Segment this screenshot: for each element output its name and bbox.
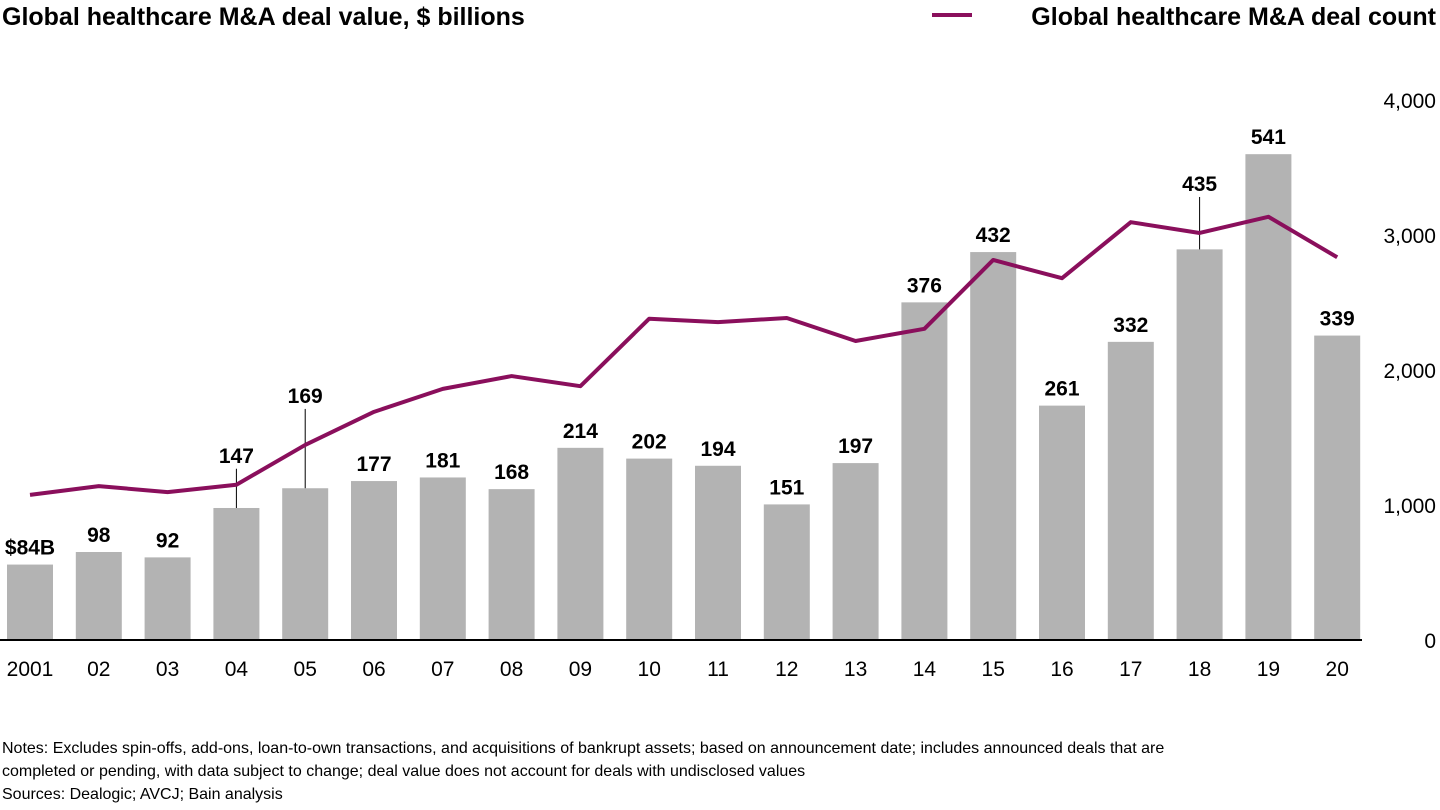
x-tick-03: 03 xyxy=(156,658,179,681)
bar-label-17: 332 xyxy=(1113,314,1148,337)
bar-10 xyxy=(626,458,673,640)
notes-line-2: completed or pending, with data subject … xyxy=(2,763,805,780)
bar-20 xyxy=(1314,335,1361,640)
x-tick-20: 20 xyxy=(1326,658,1349,681)
bar-12 xyxy=(763,504,810,640)
x-tick-07: 07 xyxy=(431,658,454,681)
bar-label-15: 432 xyxy=(976,224,1011,247)
bar-14 xyxy=(901,302,948,640)
y-tick-3,000: 3,000 xyxy=(1383,225,1436,248)
bar-label-07: 181 xyxy=(425,449,460,472)
x-tick-10: 10 xyxy=(638,658,661,681)
bar-label-08: 168 xyxy=(494,461,529,484)
bar-label-09: 214 xyxy=(563,420,598,443)
x-tick-05: 05 xyxy=(294,658,317,681)
bar-label-13: 197 xyxy=(838,435,873,458)
bar-11 xyxy=(695,465,741,640)
x-tick-06: 06 xyxy=(362,658,385,681)
bar-06 xyxy=(351,481,397,640)
bar-label-11: 194 xyxy=(700,438,735,461)
chart-title: Global healthcare M&A deal value, $ bill… xyxy=(2,3,525,31)
bar-07 xyxy=(419,477,466,640)
bar-label-19: 541 xyxy=(1251,126,1286,149)
bar-label-16: 261 xyxy=(1044,378,1079,401)
x-tick-08: 08 xyxy=(500,658,523,681)
bar-03 xyxy=(144,557,191,640)
bar-label-03: 92 xyxy=(156,529,179,552)
x-tick-16: 16 xyxy=(1050,658,1073,681)
bar-19 xyxy=(1245,154,1292,640)
bar-16 xyxy=(1039,405,1085,640)
x-tick-11: 11 xyxy=(707,658,729,681)
x-tick-13: 13 xyxy=(844,658,867,681)
bar-label-06: 177 xyxy=(356,453,391,476)
x-tick-04: 04 xyxy=(225,658,249,681)
bar-label-04: 147 xyxy=(219,445,254,468)
legend: Global healthcare M&A deal count xyxy=(932,3,1437,31)
bar-18 xyxy=(1176,249,1223,640)
deal-count-line xyxy=(29,214,1339,497)
y-tick-2,000: 2,000 xyxy=(1383,360,1436,383)
y-tick-4,000: 4,000 xyxy=(1383,90,1436,113)
x-tick-2001: 2001 xyxy=(7,658,54,681)
x-tick-14: 14 xyxy=(913,658,937,681)
legend-label: Global healthcare M&A deal count xyxy=(1031,3,1436,31)
bar-label-2001: $84B xyxy=(5,537,55,560)
sources: Sources: Dealogic; AVCJ; Bain analysis xyxy=(2,786,283,803)
bar-label-10: 202 xyxy=(632,431,667,454)
bar-label-02: 98 xyxy=(87,524,111,547)
x-tick-15: 15 xyxy=(982,658,1005,681)
bar-2001 xyxy=(7,564,53,640)
bar-02 xyxy=(75,551,122,640)
bar-13 xyxy=(832,463,879,640)
bar-label-20: 339 xyxy=(1320,308,1355,331)
notes-line-1: Notes: Excludes spin-offs, add-ons, loan… xyxy=(2,740,1164,757)
bar-label-12: 151 xyxy=(769,476,804,499)
x-tick-09: 09 xyxy=(569,658,592,681)
bar-15 xyxy=(970,252,1017,640)
bar-17 xyxy=(1107,341,1154,640)
bar-label-05: 169 xyxy=(288,385,323,408)
x-tick-17: 17 xyxy=(1119,658,1142,681)
x-tick-19: 19 xyxy=(1257,658,1280,681)
bar-label-14: 376 xyxy=(907,274,942,297)
bar-05 xyxy=(282,488,329,640)
x-tick-02: 02 xyxy=(87,658,110,681)
bar-08 xyxy=(488,489,535,640)
bar-09 xyxy=(557,447,604,640)
x-tick-12: 12 xyxy=(775,658,798,681)
y-tick-0: 0 xyxy=(1424,630,1436,653)
bar-label-18: 435 xyxy=(1182,173,1217,196)
y-tick-1,000: 1,000 xyxy=(1383,495,1436,518)
x-tick-18: 18 xyxy=(1188,658,1211,681)
bar-04 xyxy=(213,507,260,640)
